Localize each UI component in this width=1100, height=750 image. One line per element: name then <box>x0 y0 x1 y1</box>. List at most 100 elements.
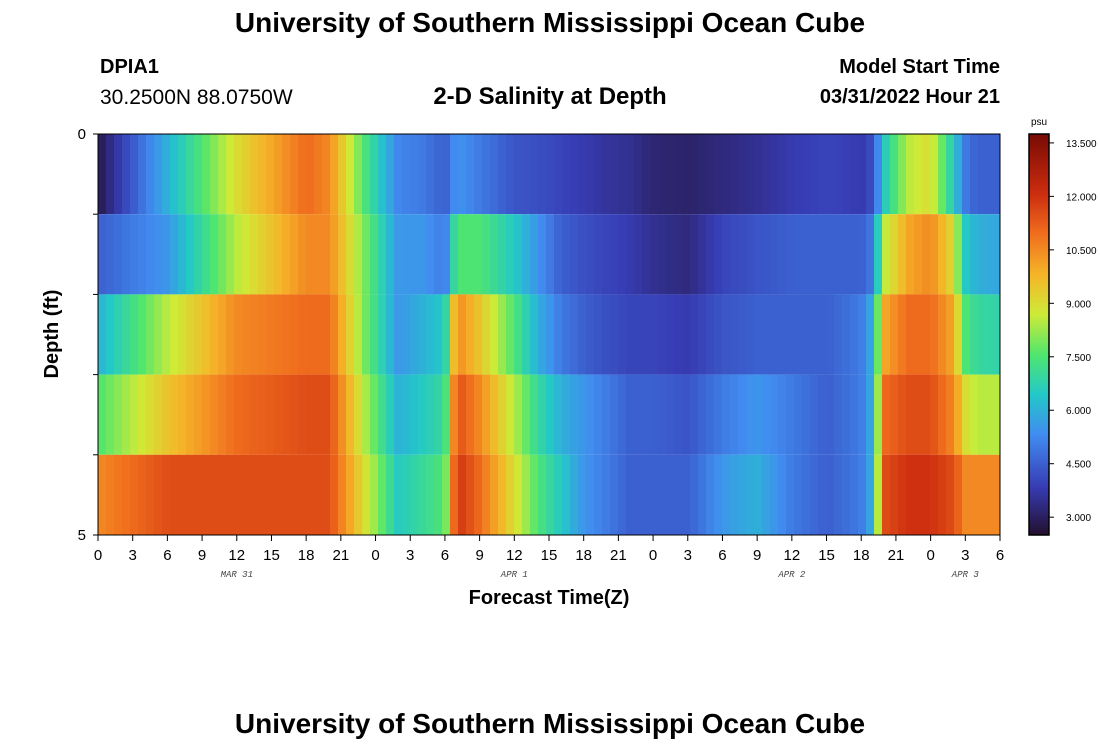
heatmap-cell-layer-2 <box>386 214 395 295</box>
heatmap-cell-layer-2 <box>370 214 379 295</box>
heatmap-cell-layer-2 <box>826 214 835 295</box>
x-day-label: MAR 31 <box>221 570 253 580</box>
heatmap-cell-layer-4 <box>170 374 179 455</box>
heatmap-cell-layer-2 <box>338 214 347 295</box>
heatmap-cell-layer-5 <box>954 454 963 535</box>
heatmap-cell-layer-2 <box>346 214 355 295</box>
x-day-label: APR 3 <box>951 570 980 580</box>
heatmap-cell-layer-3 <box>378 294 387 375</box>
heatmap-cell-layer-4 <box>778 374 787 455</box>
heatmap-cell-layer-3 <box>810 294 819 375</box>
heatmap-cell-layer-1 <box>914 134 923 215</box>
heatmap-cell-layer-3 <box>930 294 939 375</box>
heatmap-cell-layer-2 <box>514 214 523 295</box>
heatmap-cell-layer-1 <box>202 134 211 215</box>
heatmap-cell-layer-2 <box>130 214 139 295</box>
heatmap-cell-layer-5 <box>818 454 827 535</box>
heatmap-cell-layer-4 <box>434 374 443 455</box>
heatmap-cell-layer-4 <box>850 374 859 455</box>
x-tick-label: 6 <box>441 547 449 564</box>
heatmap-cell-layer-1 <box>186 134 195 215</box>
heatmap-cell-layer-3 <box>954 294 963 375</box>
heatmap-cell-layer-4 <box>794 374 803 455</box>
heatmap-cell-layer-5 <box>266 454 275 535</box>
heatmap-cell-layer-2 <box>786 214 795 295</box>
heatmap-cell-layer-2 <box>722 214 731 295</box>
heatmap-cell-layer-3 <box>682 294 691 375</box>
heatmap-cell-layer-5 <box>306 454 315 535</box>
heatmap-cell-layer-4 <box>842 374 851 455</box>
x-tick-label: 6 <box>718 547 726 564</box>
heatmap-cell-layer-5 <box>362 454 371 535</box>
heatmap-cell-layer-5 <box>730 454 739 535</box>
heatmap-cell-layer-1 <box>242 134 251 215</box>
heatmap-cell-layer-1 <box>826 134 835 215</box>
colorbar-tick-label: 6.000 <box>1066 406 1091 417</box>
model-start-time: 03/31/2022 Hour 21 <box>819 86 1000 108</box>
heatmap-cell-layer-2 <box>658 214 667 295</box>
heatmap-cell-layer-2 <box>770 214 779 295</box>
heatmap-cell-layer-2 <box>874 214 883 295</box>
heatmap-cell-layer-3 <box>722 294 731 375</box>
heatmap-cell-layer-1 <box>738 134 747 215</box>
heatmap-cell-layer-3 <box>994 294 1001 375</box>
heatmap-cell-layer-4 <box>258 374 267 455</box>
heatmap-cell-layer-5 <box>938 454 947 535</box>
heatmap-cell-layer-3 <box>450 294 459 375</box>
colorbar-tick-label: 10.500 <box>1066 246 1097 257</box>
heatmap-cell-layer-1 <box>954 134 963 215</box>
heatmap-cell-layer-2 <box>730 214 739 295</box>
heatmap-cell-layer-1 <box>786 134 795 215</box>
heatmap-cell-layer-5 <box>914 454 923 535</box>
x-tick-label: 12 <box>784 547 801 564</box>
heatmap-cell-layer-1 <box>570 134 579 215</box>
heatmap-cell-layer-1 <box>602 134 611 215</box>
heatmap-cell-layer-2 <box>610 214 619 295</box>
heatmap-cell-layer-4 <box>802 374 811 455</box>
heatmap-cell-layer-2 <box>426 214 435 295</box>
heatmap-cell-layer-5 <box>770 454 779 535</box>
heatmap-cell-layer-5 <box>370 454 379 535</box>
heatmap-cell-layer-3 <box>946 294 955 375</box>
heatmap-cell-layer-4 <box>106 374 115 455</box>
heatmap-cell-layer-4 <box>290 374 299 455</box>
heatmap-cell-layer-5 <box>154 454 163 535</box>
heatmap-cell-layer-3 <box>418 294 427 375</box>
heatmap-cell-layer-2 <box>106 214 115 295</box>
heatmap-cell-layer-4 <box>834 374 843 455</box>
heatmap-cell-layer-3 <box>626 294 635 375</box>
heatmap-cell-layer-1 <box>626 134 635 215</box>
heatmap-cell-layer-4 <box>354 374 363 455</box>
heatmap-cell-layer-2 <box>914 214 923 295</box>
colorbar: psu 13.500 12.000 10.500 9.000 7.500 6.000 4.5… <box>1028 117 1097 536</box>
heatmap-cell-layer-5 <box>426 454 435 535</box>
heatmap-cell-layer-4 <box>226 374 235 455</box>
x-tick-label: 15 <box>263 547 280 564</box>
heatmap-cell-layer-1 <box>930 134 939 215</box>
heatmap-cell-layer-5 <box>314 454 323 535</box>
heatmap-cell-layer-5 <box>418 454 427 535</box>
heatmap-cell-layer-4 <box>186 374 195 455</box>
heatmap-cell-layer-3 <box>178 294 187 375</box>
heatmap-cell-layer-5 <box>442 454 451 535</box>
heatmap-cell-layer-5 <box>354 454 363 535</box>
x-day-label: APR 1 <box>500 570 528 580</box>
heatmap-cell-layer-4 <box>218 374 227 455</box>
heatmap-cell-layer-1 <box>106 134 115 215</box>
heatmap-cell-layer-5 <box>106 454 115 535</box>
heatmap-cell-layer-4 <box>746 374 755 455</box>
heatmap-cell-layer-4 <box>714 374 723 455</box>
heatmap-cell-layer-3 <box>730 294 739 375</box>
heatmap-cell-layer-2 <box>234 214 243 295</box>
heatmap-cell-layer-2 <box>650 214 659 295</box>
heatmap-cell-layer-2 <box>298 214 307 295</box>
heatmap-cell-layer-2 <box>482 214 491 295</box>
heatmap-cell-layer-2 <box>586 214 595 295</box>
heatmap-cell-layer-4 <box>826 374 835 455</box>
colorbar-tick-label: 12.000 <box>1066 192 1097 203</box>
heatmap-cell-layer-3 <box>962 294 971 375</box>
heatmap-cell-layer-3 <box>906 294 915 375</box>
heatmap-cell-layer-3 <box>466 294 475 375</box>
heatmap-cell-layer-5 <box>466 454 475 535</box>
heatmap-cell-layer-4 <box>394 374 403 455</box>
